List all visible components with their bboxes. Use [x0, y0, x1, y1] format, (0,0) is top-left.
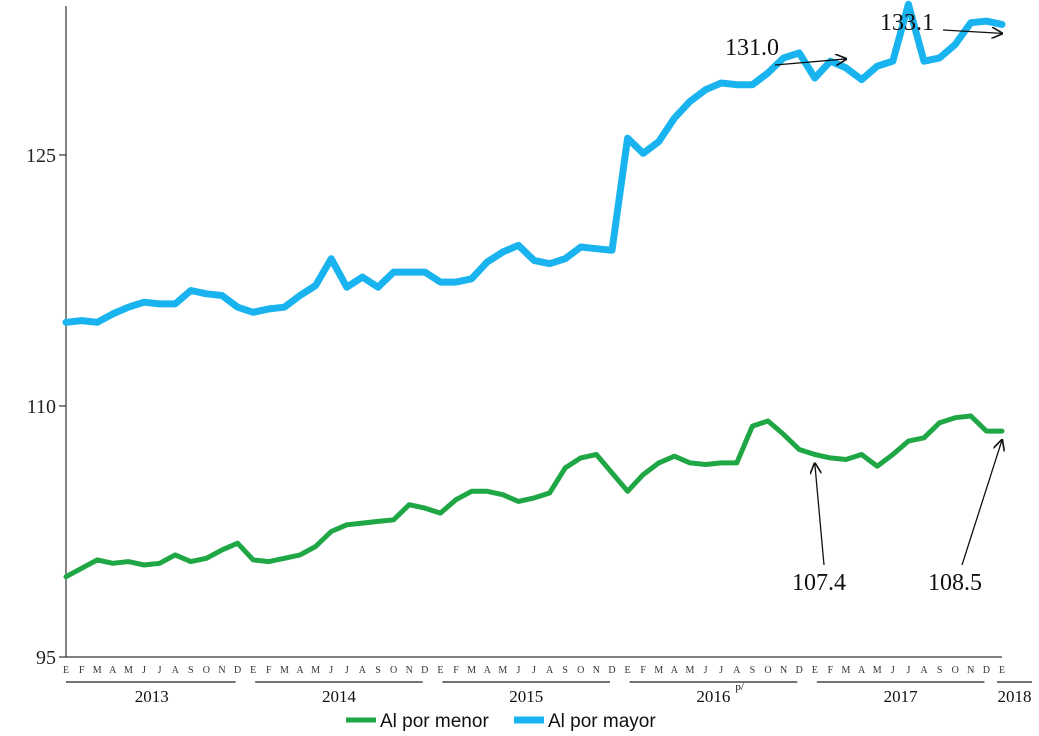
- month-tick-label: A: [172, 665, 180, 676]
- year-label: 2017: [884, 687, 919, 706]
- month-tick-label: O: [577, 665, 584, 676]
- month-tick-label: F: [640, 665, 646, 676]
- month-tick-label: F: [828, 665, 834, 676]
- month-tick-label: J: [345, 665, 349, 676]
- month-tick-label: J: [891, 665, 895, 676]
- month-tick-label: J: [158, 665, 162, 676]
- month-tick-label: J: [906, 665, 910, 676]
- month-tick-label: N: [967, 665, 974, 676]
- annotation-label: 108.5: [928, 570, 982, 596]
- month-tick-label: E: [999, 665, 1005, 676]
- month-tick-label: J: [329, 665, 333, 676]
- month-tick-label: N: [593, 665, 600, 676]
- annotation-label: 133.1: [880, 10, 934, 36]
- month-tick-label: J: [719, 665, 723, 676]
- month-tick-label: S: [375, 665, 381, 676]
- month-tick-label: F: [266, 665, 272, 676]
- month-tick-label: E: [63, 665, 69, 676]
- month-tick-label: M: [654, 665, 663, 676]
- year-label: 2016: [696, 687, 730, 706]
- month-tick-label: A: [296, 665, 304, 676]
- month-tick-label: A: [484, 665, 492, 676]
- month-tick-label: A: [858, 665, 866, 676]
- axes: [65, 6, 1002, 658]
- month-tick-label: D: [421, 665, 428, 676]
- year-label: 2013: [135, 687, 169, 706]
- month-tick-label: N: [406, 665, 413, 676]
- month-tick-label: M: [124, 665, 133, 676]
- series-lines: [62, 0, 1006, 580]
- month-tick-label: J: [704, 665, 708, 676]
- legend: Al por menor Al por mayor: [346, 711, 656, 732]
- month-tick-label: S: [750, 665, 756, 676]
- month-tick-label: M: [467, 665, 476, 676]
- year-labels: 2013 2014 2015 2016 p/2017 2018: [66, 681, 1032, 706]
- month-tick-label: S: [562, 665, 568, 676]
- month-tick-label: N: [780, 665, 787, 676]
- year-superscript: p/: [735, 681, 745, 693]
- y-ticks: 95 110 125: [26, 145, 66, 669]
- month-tick-label: F: [79, 665, 85, 676]
- series-line-al-por-menor: [63, 413, 1005, 580]
- month-tick-label: M: [873, 665, 882, 676]
- year-label: 2018: [998, 687, 1032, 706]
- month-tick-label: D: [608, 665, 615, 676]
- month-tick-label: A: [733, 665, 741, 676]
- month-tick-label: J: [516, 665, 520, 676]
- annotation-label: 107.4: [792, 570, 846, 596]
- year-label: 2015: [509, 687, 543, 706]
- month-tick-label: E: [812, 665, 818, 676]
- annotation-arrow: [961, 440, 1002, 566]
- month-tick-label: O: [952, 665, 959, 676]
- month-tick-label: E: [250, 665, 256, 676]
- month-tick-label: J: [532, 665, 536, 676]
- legend-label-menor: Al por menor: [380, 711, 489, 732]
- month-tick-label: F: [453, 665, 459, 676]
- annotation-label: 131.0: [725, 35, 779, 61]
- month-tick-label: M: [93, 665, 102, 676]
- annotations: 133.1 131.0 107.4 108.5: [725, 10, 1002, 596]
- annotation-arrow: [942, 30, 1002, 33]
- month-tick-label: S: [188, 665, 194, 676]
- month-tick-label: O: [203, 665, 210, 676]
- month-tick-label: A: [109, 665, 117, 676]
- month-tick-label: N: [218, 665, 225, 676]
- annotation-arrow: [774, 59, 846, 66]
- month-tick-label: O: [764, 665, 771, 676]
- year-label: 2014: [322, 687, 357, 706]
- month-tick-label: D: [796, 665, 803, 676]
- month-tick-label: A: [920, 665, 928, 676]
- month-tick-label: O: [390, 665, 397, 676]
- legend-label-mayor: Al por mayor: [548, 711, 656, 732]
- month-tick-label: M: [311, 665, 320, 676]
- month-tick-label: M: [686, 665, 695, 676]
- y-tick-label: 95: [36, 647, 56, 669]
- annotation-arrow: [815, 464, 825, 566]
- month-tick-label: M: [842, 665, 851, 676]
- month-tick-label: M: [498, 665, 507, 676]
- month-tick-label: E: [625, 665, 631, 676]
- series-line-al-por-mayor: [62, 0, 1006, 326]
- month-tick-label: D: [234, 665, 241, 676]
- month-tick-label: A: [359, 665, 367, 676]
- month-tick-label: A: [546, 665, 554, 676]
- month-tick-label: S: [937, 665, 943, 676]
- month-tick-label: E: [437, 665, 443, 676]
- month-tick-label: M: [280, 665, 289, 676]
- y-tick-label: 110: [27, 396, 56, 418]
- month-tick-label: J: [142, 665, 146, 676]
- month-tick-label: A: [671, 665, 679, 676]
- month-tick-label: D: [983, 665, 990, 676]
- y-tick-label: 125: [26, 145, 56, 167]
